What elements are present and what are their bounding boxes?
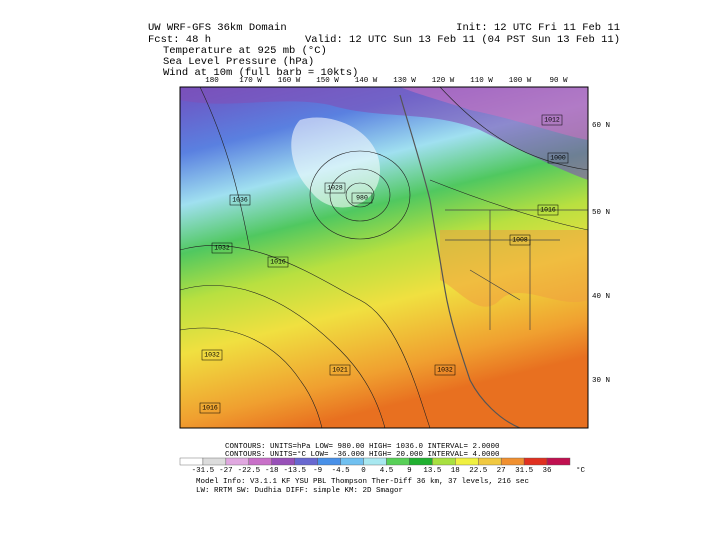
colorbar-label: 13.5 bbox=[423, 467, 442, 475]
colorbar-swatch bbox=[202, 457, 227, 466]
colorbar-swatch bbox=[340, 457, 364, 466]
pressure-label: 1036 bbox=[232, 197, 248, 204]
pressure-label: 1016 bbox=[270, 259, 286, 266]
pressure-label: 1012 bbox=[544, 117, 560, 124]
colorbar-label: 4.5 bbox=[380, 467, 394, 475]
latitude-label: 50 N bbox=[592, 209, 610, 217]
colorbar-swatch bbox=[271, 457, 295, 466]
isobars bbox=[179, 86, 589, 429]
low-center bbox=[291, 117, 380, 208]
colorbar-label: -27 bbox=[219, 467, 233, 475]
field-name: Sea Level Pressure (hPa) bbox=[163, 56, 314, 68]
contour-info: CONTOURS: UNITS=°C LOW= -36.000 HIGH= 20… bbox=[225, 450, 500, 459]
pressure-box bbox=[541, 114, 563, 126]
cold-region bbox=[400, 87, 588, 140]
colorbar-label: 27 bbox=[497, 467, 506, 475]
pressure-box bbox=[199, 402, 221, 414]
longitude-label: 110 W bbox=[470, 77, 493, 85]
longitude-label: 170 W bbox=[239, 77, 262, 85]
colorbar-unit: °C bbox=[576, 466, 586, 475]
pressure-label: 1032 bbox=[437, 367, 453, 374]
pressure-label: 980 bbox=[356, 195, 368, 202]
colorbar-swatch bbox=[478, 457, 502, 466]
colorbar-swatch bbox=[500, 457, 525, 466]
colorbar-label: -18 bbox=[265, 467, 279, 475]
latitude-label: 30 N bbox=[592, 377, 610, 385]
model-title: UW WRF-GFS 36km Domain bbox=[148, 22, 287, 34]
longitude-label: 160 W bbox=[278, 77, 301, 85]
colorbar-swatch bbox=[363, 457, 387, 466]
colorbar-label: -13.5 bbox=[283, 467, 306, 475]
pressure-box bbox=[201, 349, 223, 361]
pressure-box bbox=[267, 256, 289, 268]
colorbar-swatch bbox=[432, 457, 456, 466]
pressure-box bbox=[229, 194, 251, 206]
contour-info: CONTOURS: UNITS=hPa LOW= 980.00 HIGH= 10… bbox=[225, 443, 500, 451]
pressure-box bbox=[434, 364, 456, 376]
pressure-label: 1000 bbox=[550, 155, 566, 162]
colorbar-label: 31.5 bbox=[515, 467, 534, 475]
colorbar-swatch bbox=[294, 457, 318, 466]
field-name: Temperature at 925 mb (°C) bbox=[163, 45, 327, 57]
longitude-label: 180 bbox=[205, 77, 219, 85]
colorbar-swatch bbox=[409, 457, 433, 466]
pressure-box bbox=[509, 234, 531, 246]
latitude-label: 40 N bbox=[592, 293, 610, 301]
forecast-hour: Fcst: 48 h bbox=[148, 34, 211, 46]
pressure-label: 1021 bbox=[332, 367, 348, 374]
longitude-label: 140 W bbox=[355, 77, 378, 85]
pressure-label: 1016 bbox=[540, 207, 556, 214]
pressure-label: 1016 bbox=[202, 405, 218, 412]
pressure-box bbox=[211, 242, 233, 254]
longitude-label: 100 W bbox=[509, 77, 532, 85]
colorbar-label: -4.5 bbox=[332, 467, 351, 475]
longitude-label: 90 W bbox=[549, 77, 568, 85]
warm-region bbox=[440, 230, 588, 307]
pressure-label: 1008 bbox=[512, 237, 528, 244]
pressure-box bbox=[329, 364, 351, 376]
pressure-box bbox=[547, 152, 569, 164]
pressure-label: 1028 bbox=[327, 185, 343, 192]
latitude-label: 60 N bbox=[592, 122, 610, 130]
model-info: LW: RRTM SW: Dudhia DIFF: simple KM: 2D … bbox=[196, 487, 403, 495]
colorbar-swatch bbox=[317, 457, 341, 466]
colorbar-swatch bbox=[386, 457, 410, 466]
pressure-box bbox=[351, 192, 373, 204]
colorbar-label: -9 bbox=[313, 467, 322, 475]
valid-time: Valid: 12 UTC Sun 13 Feb 11 (04 PST Sun … bbox=[305, 34, 620, 46]
map: 980 1036 1032 1016 1028 1032 1021 1032 1016 1008 1… bbox=[179, 86, 589, 429]
init-time: Init: 12 UTC Fri 11 Feb 11 bbox=[456, 22, 620, 34]
longitude-label: 150 W bbox=[316, 77, 339, 85]
longitude-label: 130 W bbox=[393, 77, 416, 85]
pressure-label: 1032 bbox=[204, 352, 220, 359]
colorbar-swatch bbox=[179, 457, 204, 466]
pressure-box bbox=[537, 204, 559, 216]
pressure-box bbox=[324, 182, 346, 194]
borders bbox=[445, 209, 588, 330]
pressure-label: 1032 bbox=[214, 245, 230, 252]
model-info: Model Info: V3.1.1 KF YSU PBL Thompson T… bbox=[196, 478, 529, 486]
colorbar-label: 18 bbox=[451, 467, 460, 475]
colorbar-label: 36 bbox=[543, 467, 553, 475]
colorbar-swatch bbox=[455, 457, 479, 466]
colorbar-label: 9 bbox=[407, 467, 412, 475]
colorbar-swatch bbox=[225, 457, 250, 466]
colorbar-label: -22.5 bbox=[238, 467, 261, 475]
colorbar-label: 0 bbox=[361, 467, 366, 475]
colorbar-label: -31.5 bbox=[192, 467, 215, 475]
colorbar-swatch bbox=[523, 457, 548, 466]
colorbar-label: 22.5 bbox=[469, 467, 488, 475]
colorbar-swatch bbox=[248, 457, 272, 466]
colorbar-swatch bbox=[546, 457, 571, 466]
longitude-label: 120 W bbox=[432, 77, 455, 85]
coastline bbox=[399, 94, 521, 429]
map-frame bbox=[179, 86, 589, 429]
field-name: Wind at 10m (full barb = 10kts) bbox=[163, 67, 358, 79]
